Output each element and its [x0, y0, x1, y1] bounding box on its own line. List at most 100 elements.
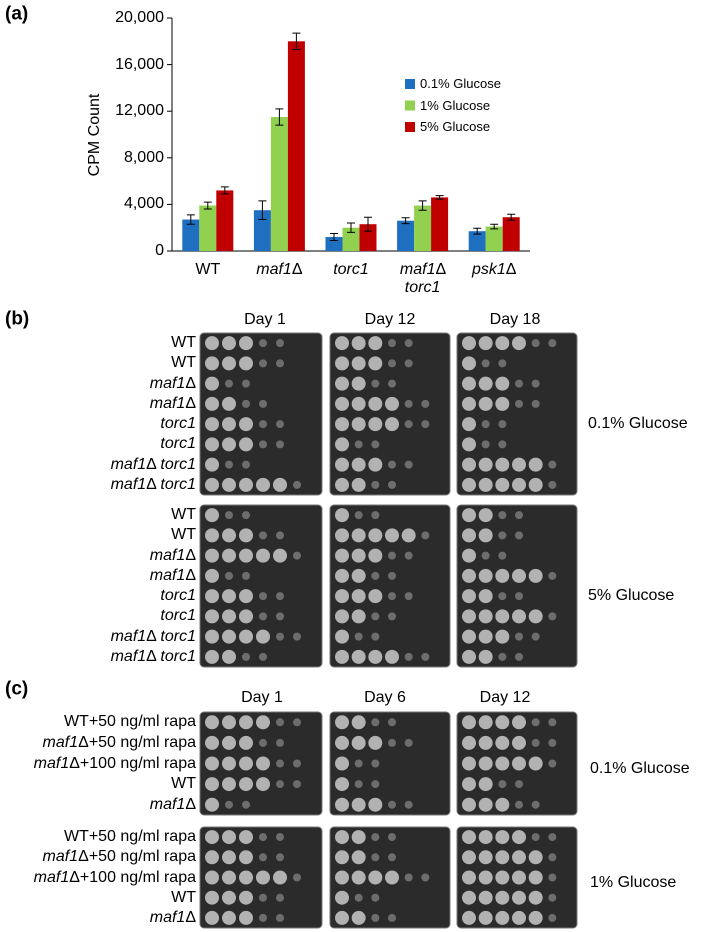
- spot: [256, 870, 270, 885]
- spot: [515, 399, 523, 408]
- spot: [293, 780, 301, 789]
- x-tick-label: psk1Δ: [471, 261, 517, 278]
- spot: [239, 548, 253, 563]
- strain-label: maf1Δ+100 ng/ml rapa: [33, 754, 196, 772]
- error-bar: [473, 227, 482, 235]
- strain-label: maf1Δ+50 ng/ml rapa: [42, 848, 196, 866]
- spot: [351, 649, 366, 664]
- spot: [239, 910, 253, 925]
- spot: [335, 756, 349, 771]
- spot: [205, 376, 219, 391]
- spot: [335, 376, 349, 391]
- spot: [293, 718, 301, 727]
- spot: [388, 833, 396, 842]
- strain-label: WT: [171, 775, 196, 793]
- spot: [351, 356, 366, 371]
- spot: [478, 376, 493, 391]
- spot: [531, 833, 540, 842]
- spot: [335, 629, 349, 644]
- spot: [222, 336, 236, 351]
- strain-label: WT+50 ng/ml rapa: [63, 828, 196, 846]
- spot: [404, 420, 413, 429]
- spot: [462, 777, 476, 792]
- spot: [498, 592, 507, 601]
- spot: [205, 589, 219, 604]
- spot: [351, 568, 366, 583]
- spot: [388, 738, 396, 747]
- spot: [512, 850, 526, 865]
- spot: [259, 440, 267, 449]
- strain-label: maf1Δ: [149, 909, 196, 927]
- spot: [368, 735, 383, 750]
- spot: [515, 592, 523, 601]
- spot: [548, 873, 557, 882]
- spot: [388, 800, 396, 809]
- day-label: Day 1: [244, 311, 286, 329]
- bar: [199, 205, 217, 251]
- spot: [256, 715, 270, 730]
- spot: [276, 632, 284, 641]
- spot: [293, 480, 301, 489]
- spot: [239, 589, 253, 604]
- spot: [478, 528, 493, 543]
- spot: [222, 629, 236, 644]
- spot: [242, 800, 250, 809]
- spot: [462, 477, 476, 492]
- strain-label: maf1Δ torc1: [110, 455, 196, 473]
- spot: [498, 359, 507, 368]
- plate: [199, 332, 323, 496]
- spot: [368, 528, 383, 543]
- spot: [335, 649, 349, 664]
- spot: [401, 528, 416, 543]
- spot: [385, 870, 399, 885]
- spot: [371, 759, 380, 768]
- spot: [242, 379, 250, 388]
- spot: [528, 870, 543, 885]
- spot: [205, 508, 219, 523]
- spot: [478, 830, 493, 845]
- spot: [462, 528, 476, 543]
- spot: [335, 609, 349, 624]
- spot: [515, 780, 523, 789]
- spot: [462, 437, 476, 452]
- error-bar: [435, 195, 444, 200]
- spot: [371, 780, 380, 789]
- panel-label: (b): [5, 308, 30, 330]
- spot: [528, 910, 543, 925]
- error-bar: [401, 217, 410, 225]
- spot: [495, 797, 510, 812]
- spot: [462, 457, 476, 472]
- bar: [253, 210, 271, 251]
- spot: [354, 440, 363, 449]
- strain-label: maf1Δ+100 ng/ml rapa: [33, 868, 196, 886]
- spot: [239, 609, 253, 624]
- error-bar: [275, 108, 284, 126]
- strain-label: torc1: [160, 415, 196, 433]
- spot: [478, 870, 493, 885]
- spot: [462, 376, 476, 391]
- spot: [351, 850, 366, 865]
- spot: [498, 420, 507, 429]
- spot: [368, 870, 383, 885]
- spot: [205, 457, 219, 472]
- spot: [531, 632, 540, 641]
- spot: [495, 715, 510, 730]
- spot: [368, 356, 383, 371]
- spot: [531, 738, 540, 747]
- spot: [335, 715, 349, 730]
- spot: [259, 652, 267, 661]
- spot: [495, 609, 510, 624]
- spot: [548, 571, 557, 580]
- spot: [256, 756, 270, 771]
- spot: [368, 396, 383, 411]
- spot: [462, 735, 476, 750]
- spot: [354, 759, 363, 768]
- spot: [293, 551, 301, 560]
- spot: [512, 715, 526, 730]
- spot: [404, 460, 413, 469]
- bar: [287, 41, 305, 251]
- spot: [404, 873, 413, 882]
- spot: [478, 756, 493, 771]
- spot: [242, 652, 250, 661]
- spot: [259, 853, 267, 862]
